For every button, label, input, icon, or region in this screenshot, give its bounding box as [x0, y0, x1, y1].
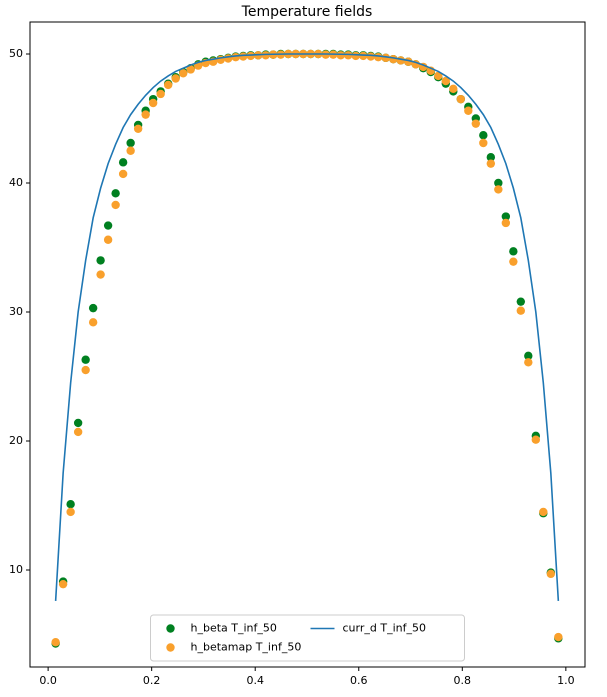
data-point	[111, 200, 120, 210]
data-point	[73, 418, 83, 428]
data-point	[163, 80, 173, 90]
data-point	[501, 212, 511, 221]
data-point	[449, 84, 458, 94]
data-point	[539, 507, 548, 517]
data-line	[54, 53, 560, 601]
x-tick-label: 0.2	[143, 674, 161, 687]
data-point	[471, 119, 481, 128]
data-point	[246, 51, 255, 61]
legend-swatch	[166, 624, 175, 633]
data-point	[486, 152, 496, 162]
data-point	[178, 69, 188, 78]
data-point	[186, 65, 195, 74]
data-point	[509, 247, 518, 256]
data-point	[546, 569, 556, 579]
data-point	[118, 169, 128, 179]
legend-label: h_beta T_inf_50	[191, 622, 277, 635]
data-point	[73, 427, 83, 437]
data-point	[238, 52, 248, 61]
data-point	[126, 146, 135, 155]
data-point	[516, 297, 526, 306]
data-point	[88, 318, 98, 327]
y-tick-label: 50	[9, 47, 23, 60]
data-point	[81, 355, 90, 364]
data-point	[344, 51, 353, 60]
data-point	[103, 235, 113, 244]
data-point	[554, 632, 563, 642]
legend-label: curr_d T_inf_50	[343, 622, 426, 635]
y-tick-label: 30	[9, 305, 23, 318]
data-point	[133, 124, 143, 134]
x-tick-label: 0.8	[454, 674, 472, 687]
data-point	[351, 51, 360, 61]
x-tick-label: 1.0	[557, 674, 575, 687]
data-point	[111, 189, 120, 198]
y-tick-label: 40	[9, 176, 23, 189]
data-point	[58, 579, 68, 589]
data-point	[171, 74, 180, 83]
data-point	[141, 110, 150, 119]
data-point	[66, 500, 75, 509]
data-point	[486, 159, 496, 168]
data-point	[359, 51, 368, 61]
data-point	[126, 138, 135, 148]
chart-title: Temperature fields	[241, 4, 373, 20]
data-point	[231, 53, 240, 62]
data-point	[441, 76, 450, 86]
data-point	[531, 435, 541, 444]
data-point	[118, 158, 128, 167]
legend-swatch	[166, 643, 175, 652]
x-tick-label: 0.6	[350, 674, 368, 687]
y-tick-label: 10	[9, 563, 23, 576]
data-point	[516, 306, 526, 315]
data-point	[261, 51, 270, 60]
data-point	[336, 51, 345, 60]
data-point	[66, 507, 75, 517]
data-point	[366, 52, 375, 61]
data-point	[509, 257, 518, 266]
data-point	[381, 53, 390, 63]
legend-label: h_betamap T_inf_50	[191, 641, 302, 654]
data-point	[51, 638, 60, 647]
data-point	[81, 365, 90, 375]
data-point	[148, 98, 158, 108]
data-point	[96, 270, 105, 279]
legend-box	[150, 614, 465, 662]
data-point	[456, 94, 465, 104]
y-tick-label: 20	[9, 434, 23, 447]
data-point	[103, 221, 113, 230]
data-point	[479, 138, 488, 148]
data-point	[524, 358, 533, 367]
data-point	[501, 218, 511, 228]
x-tick-label: 0.0	[39, 674, 57, 687]
data-point	[88, 303, 98, 313]
data-point	[223, 54, 233, 63]
data-point	[374, 53, 383, 62]
data-point	[494, 185, 503, 194]
x-tick-label: 0.4	[246, 674, 264, 687]
data-point	[156, 89, 165, 99]
data-point	[434, 71, 443, 81]
data-point	[464, 106, 473, 115]
data-point	[524, 351, 533, 361]
data-point	[96, 256, 105, 265]
data-point	[479, 131, 488, 140]
data-point	[494, 178, 503, 188]
plot-frame	[29, 21, 586, 668]
